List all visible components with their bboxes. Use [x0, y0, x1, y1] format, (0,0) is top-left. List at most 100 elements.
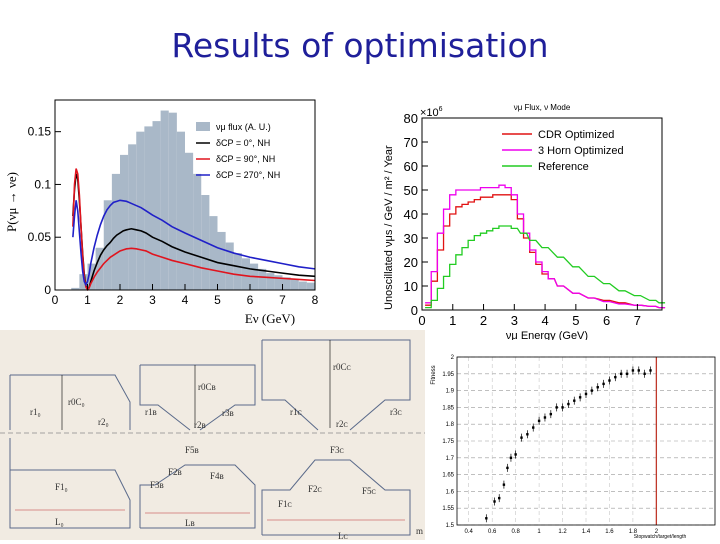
horn-b-r2: r2ʙ: [194, 420, 206, 430]
legend: CDR Optimized 3 Horn Optimized Reference: [502, 129, 624, 173]
y-tick-label: 70: [404, 135, 418, 150]
x-tick-label: 2: [480, 313, 487, 328]
x-tick-label: 4: [182, 293, 189, 307]
horn-b-f4: F4ʙ: [210, 471, 224, 481]
y-tick-label: 1.7: [446, 456, 455, 462]
y-tick-label: 1.6: [446, 489, 455, 495]
horn-b-f5: F5ʙ: [185, 445, 199, 455]
y-axis-label: Unoscillated νμs / GeV / m² / Year: [383, 145, 395, 310]
hist-bar: [306, 282, 315, 290]
hist-bar: [290, 279, 299, 290]
plot-frame: [456, 356, 716, 526]
y-tick-label: 60: [404, 159, 418, 174]
horn-a-r2: r2₀: [98, 417, 109, 427]
y-tick-label: 1.9: [446, 389, 455, 395]
series-line-0: [425, 194, 666, 309]
data-point: [608, 379, 611, 382]
hist-bar: [71, 287, 80, 290]
y-tick-label: 20: [404, 255, 418, 270]
y-tick-label: 2: [451, 355, 455, 361]
data-point: [578, 396, 582, 399]
data-point: [509, 456, 513, 459]
x-axis-label: Stopwatch/target/length: [634, 534, 687, 540]
hist-bar: [274, 275, 283, 290]
x-tick-label: 7: [279, 293, 286, 307]
data-point: [537, 419, 541, 423]
hist-bar: [144, 126, 153, 290]
data-point: [514, 453, 517, 456]
x-tick-label: 1.4: [582, 529, 591, 535]
x-tick-label: 6: [603, 313, 610, 328]
y-tick-label: 1.55: [442, 506, 454, 512]
legend-flux: νμ flux (A. U.): [216, 122, 271, 132]
hist-bar: [128, 144, 137, 290]
fitness-chart-panel: 0.4 0.6 0.8 1 1.2 1.4 1.6 1.8 2 1.5 1.55 1.6 1.65 1.7…: [425, 345, 720, 540]
data-point: [493, 500, 496, 503]
horn-a-r1: r1₀: [30, 407, 41, 417]
horn-c-f3: F3ᴄ: [330, 445, 344, 455]
slide-title: Results of optimisation: [171, 26, 549, 65]
horn-a-length: L₀: [55, 517, 64, 527]
horn-b-r0c: r0Cʙ: [198, 382, 216, 392]
y-tick-label: 50: [404, 183, 418, 198]
horn-a-r0c: r0C₀: [68, 397, 85, 407]
data-point: [637, 369, 640, 372]
horn-b-length: Lʙ: [185, 518, 195, 528]
data-point: [561, 406, 564, 409]
hist-bar: [241, 258, 250, 290]
horn-c-f1: F1ᴄ: [278, 499, 292, 509]
hist-bar: [233, 253, 242, 290]
legend-swatch-flux: [196, 122, 210, 131]
x-tick-label: 1: [84, 293, 91, 307]
horn-c-r2: r2ᴄ: [336, 419, 348, 429]
x-tick-label: 1.2: [558, 529, 567, 535]
horn-b-f3: F3ʙ: [150, 480, 164, 490]
horn-c-f2: F2ᴄ: [308, 484, 322, 494]
hist-bar: [217, 231, 226, 290]
horn-b: [139, 364, 256, 529]
data-point: [506, 466, 509, 470]
x-tick-label: 0: [52, 293, 59, 307]
hist-bar: [193, 173, 202, 290]
data-point: [590, 389, 594, 392]
y-tick-label: 0.15: [28, 125, 52, 139]
chart-title: νμ Flux, ν Mode: [514, 103, 571, 112]
x-axis-label: νμ Energy (GeV): [506, 330, 588, 340]
series-line-1: [72, 168, 316, 292]
y-tick-label: 1.95: [442, 372, 454, 378]
hist-bar: [298, 281, 307, 290]
series-line-2: [425, 225, 666, 309]
hist-bar: [282, 277, 291, 290]
data-point: [549, 412, 553, 416]
hist-bar: [168, 112, 177, 291]
horn-geometry-diagram: r0C₀ r1₀ r2₀ F1₀ L₀ r0Cʙ r1ʙ r2ʙ r3ʙ F5ʙ…: [0, 330, 425, 541]
horn-c-f5: F5ᴄ: [362, 486, 376, 496]
y-tick-label: 1.5: [446, 523, 455, 529]
horn-a: [9, 374, 131, 529]
legend-dcp0: δCP = 0°, NH: [216, 138, 270, 148]
hist-bar: [185, 152, 194, 290]
hist-bar: [258, 268, 267, 290]
x-tick-label: 1: [537, 529, 541, 535]
hist-bar: [120, 154, 129, 290]
data-point: [502, 483, 506, 486]
horn-b-f2: F2ʙ: [168, 467, 182, 477]
legend-dcp90: δCP = 90°, NH: [216, 154, 275, 164]
hist-bar: [225, 242, 234, 290]
x-tick-label: 4: [541, 313, 548, 328]
legend-3horn: 3 Horn Optimized: [538, 145, 624, 157]
data-point: [573, 399, 576, 402]
y-tick-label: 1.65: [442, 473, 454, 479]
horn-geometry-svg: r0C₀ r1₀ r2₀ F1₀ L₀ r0Cʙ r1ʙ r2ʙ r3ʙ F5ʙ…: [0, 339, 425, 541]
flux-chart-panel: νμ Flux, ν Mode ×106 0 1 2 3 4 5 6 7 0 10 20 30 40 50…: [382, 100, 672, 342]
x-tick-label: 3: [511, 313, 518, 328]
corner-mark: m: [416, 526, 423, 536]
data-point: [532, 426, 535, 429]
data-point: [555, 406, 558, 409]
y-tick-label: 40: [404, 207, 418, 222]
legend-cdr: CDR Optimized: [538, 129, 614, 141]
y-tick-label: 0.05: [28, 230, 52, 244]
data-point: [625, 372, 629, 375]
hist-bar: [266, 273, 275, 290]
x-tick-label: 1: [449, 313, 456, 328]
